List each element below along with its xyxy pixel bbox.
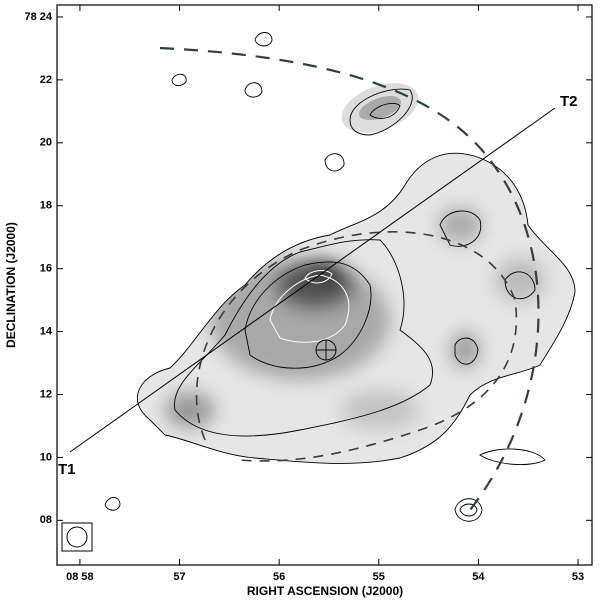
x-tick-label: 08 58 bbox=[66, 571, 94, 583]
dashed-arcs bbox=[159, 46, 540, 511]
annotation: T1 bbox=[58, 461, 76, 478]
y-tick-label: 78 24 bbox=[24, 11, 52, 23]
y-tick-label: 12 bbox=[40, 388, 52, 400]
y-tick-label: 18 bbox=[40, 200, 52, 212]
x-tick-label: 54 bbox=[472, 571, 485, 583]
contours bbox=[104, 32, 576, 522]
y-tick-label: 10 bbox=[40, 451, 52, 463]
x-tick-label: 56 bbox=[273, 571, 285, 583]
radio-image bbox=[137, 83, 575, 464]
x-tick-label: 57 bbox=[173, 571, 185, 583]
y-tick-label: 22 bbox=[40, 74, 52, 86]
beam-box bbox=[61, 522, 93, 552]
y-tick-label: 16 bbox=[40, 263, 52, 275]
y-tick-label: 14 bbox=[40, 325, 53, 337]
x-tick-label: 53 bbox=[572, 571, 584, 583]
y-tick-label: 20 bbox=[40, 137, 52, 149]
annotation: T2 bbox=[560, 93, 578, 110]
plot-frame bbox=[56, 4, 593, 566]
x-axis-label: RIGHT ASCENSION (J2000) bbox=[247, 584, 403, 598]
x-tick-label: 55 bbox=[373, 571, 385, 583]
beam bbox=[66, 526, 88, 548]
y-tick-label: 08 bbox=[40, 514, 52, 526]
transect-line bbox=[69, 107, 556, 453]
y-axis-label: DECLINATION (J2000) bbox=[4, 222, 18, 348]
